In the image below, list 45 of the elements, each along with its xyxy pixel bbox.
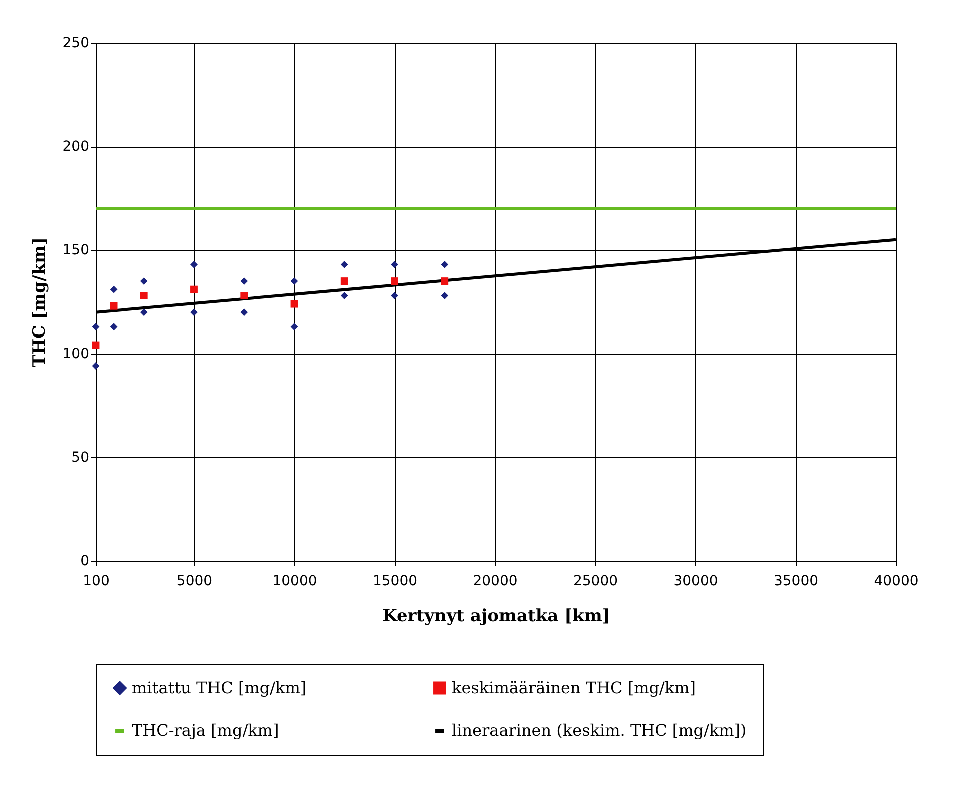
x-tick-label: 10000 — [272, 574, 318, 590]
x-tick-label: 35000 — [774, 574, 819, 590]
x-axis-title: Kertynyt ajomatka [km] — [382, 606, 610, 626]
point — [290, 323, 298, 331]
point — [240, 308, 248, 316]
point — [391, 278, 398, 285]
point — [140, 278, 148, 285]
x-tick-label: 30000 — [674, 574, 718, 590]
point — [340, 278, 348, 285]
x-tick-label: 5000 — [176, 574, 213, 590]
legend-label: THC-raja [mg/km] — [132, 721, 280, 740]
legend-label: keskimääräinen THC [mg/km] — [452, 678, 696, 698]
point — [92, 323, 100, 331]
point — [340, 260, 348, 268]
point — [240, 292, 248, 300]
point — [391, 292, 398, 300]
point — [140, 308, 148, 316]
y-tick-label: 50 — [72, 450, 90, 466]
x-tick-label: 15000 — [372, 574, 418, 590]
point — [110, 286, 118, 294]
legend-label: mitattu THC [mg/km] — [132, 678, 307, 698]
x-tick-label: 40000 — [874, 574, 919, 590]
y-tick-label: 250 — [62, 36, 90, 52]
point — [140, 292, 148, 300]
point — [441, 292, 449, 300]
point — [110, 323, 118, 331]
point — [441, 278, 449, 285]
point — [240, 278, 248, 285]
x-tick-label: 25000 — [573, 574, 618, 590]
point — [441, 260, 449, 268]
point — [190, 308, 198, 316]
y-tick-label: 200 — [62, 139, 90, 156]
point — [290, 300, 298, 308]
y-tick-label: 150 — [62, 242, 90, 259]
y-axis-title: THC [mg/km] — [30, 237, 50, 368]
y-tick-label: 100 — [62, 346, 90, 362]
point — [391, 260, 398, 268]
point — [340, 292, 348, 300]
point — [190, 260, 198, 268]
point — [190, 286, 198, 294]
x-tick-label: 20000 — [473, 574, 518, 590]
legend-label: lineraarinen (keskim. THC [mg/km]) — [452, 721, 747, 740]
point — [110, 302, 118, 310]
x-tick-label: 100 — [83, 574, 110, 590]
y-tick-label: 0 — [80, 554, 90, 570]
